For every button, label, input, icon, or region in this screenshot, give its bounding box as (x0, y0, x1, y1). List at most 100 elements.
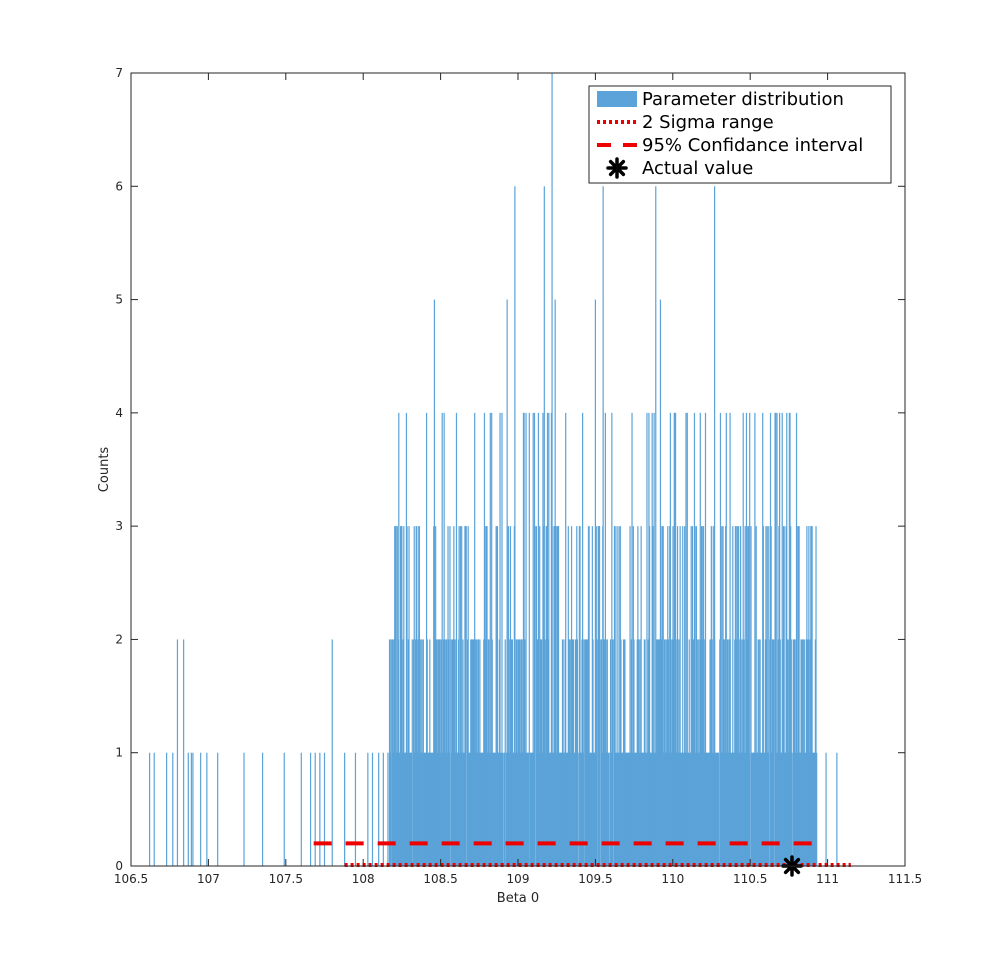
histogram-bar (458, 526, 460, 866)
histogram-bar (736, 639, 738, 866)
histogram-bar (569, 639, 571, 866)
histogram-bar (719, 412, 722, 866)
histogram-bar (722, 526, 724, 866)
y-tick-label: 5 (115, 293, 123, 307)
histogram-bar (612, 639, 614, 866)
histogram-bar (695, 526, 697, 866)
histogram-bar (690, 526, 692, 866)
histogram-bar (190, 752, 192, 866)
histogram-bar (468, 752, 471, 866)
histogram-bar (606, 639, 608, 866)
histogram-bar (472, 639, 474, 866)
histogram-bar (398, 639, 400, 866)
x-tick-label: 108 (352, 872, 375, 886)
histogram-bar (702, 639, 704, 866)
histogram-bar (521, 639, 523, 866)
histogram-bar (323, 752, 326, 866)
histogram-bar (688, 639, 690, 866)
histogram-bar (514, 752, 516, 866)
histogram-bar (421, 639, 423, 866)
histogram-bar (784, 752, 787, 866)
histogram-bar (550, 412, 553, 866)
histogram-bar (726, 752, 728, 866)
histogram-bar (686, 752, 688, 866)
histogram-bar (679, 526, 681, 866)
histogram-bar (422, 639, 424, 866)
histogram-bar (777, 752, 779, 866)
histogram-bar (481, 752, 483, 866)
histogram-bar (732, 526, 734, 866)
histogram-bar (403, 752, 406, 866)
histogram-bar (422, 752, 424, 866)
histogram-bar (692, 639, 694, 866)
histogram-bar (511, 639, 513, 866)
histogram-bar (775, 752, 777, 866)
histogram-bar (774, 412, 776, 866)
histogram-bar (634, 752, 636, 866)
histogram-bar (463, 752, 465, 866)
histogram-bar (493, 752, 495, 866)
histogram-bar (457, 752, 459, 866)
histogram-bar (438, 639, 440, 866)
histogram-bar (466, 639, 469, 866)
histogram-bar (664, 752, 666, 866)
histogram-bar (496, 526, 498, 866)
histogram-bar (598, 526, 600, 866)
histogram-bar (562, 639, 564, 866)
x-tick-label: 107.5 (269, 872, 303, 886)
histogram-bar (613, 526, 616, 866)
histogram-bar (756, 752, 758, 866)
histogram-bar (645, 752, 647, 866)
histogram-bar (706, 752, 708, 866)
histogram-bar (798, 526, 800, 866)
histogram-bar (689, 752, 692, 866)
histogram-bar (172, 752, 174, 866)
histogram-bar (836, 752, 838, 866)
histogram-bar (729, 639, 731, 866)
legend-entry-label: 2 Sigma range (642, 112, 774, 133)
histogram-bar (580, 752, 582, 866)
histogram-bar (621, 752, 623, 866)
histogram-bar (435, 526, 437, 866)
histogram-bar (416, 526, 418, 866)
histogram-bar (724, 752, 726, 866)
histogram-bar (309, 752, 312, 866)
histogram-bar (732, 752, 735, 866)
histogram-bar (524, 752, 526, 866)
histogram-bar (464, 526, 467, 866)
histogram-bar (629, 526, 631, 866)
histogram-bar (616, 526, 618, 866)
histogram-bar (766, 526, 768, 866)
histogram-bar (706, 752, 709, 866)
histogram-bar (405, 752, 407, 866)
histogram-bar (790, 526, 792, 866)
histogram-bar (785, 526, 787, 866)
histogram-bar (654, 752, 657, 866)
histogram-bar (498, 752, 500, 866)
histogram-bar (498, 639, 500, 866)
legend-entry-label: Parameter distribution (642, 89, 844, 110)
histogram-bar (401, 752, 404, 866)
histogram-bar (790, 639, 792, 866)
histogram-bar (515, 639, 517, 866)
histogram-bar (663, 639, 666, 866)
histogram-bar (442, 752, 444, 866)
histogram-bar (506, 526, 508, 866)
histogram-bar (614, 526, 616, 866)
histogram-bar (500, 752, 502, 866)
y-tick-label: 3 (115, 519, 123, 533)
histogram-bar (431, 752, 434, 866)
histogram-bar (754, 752, 757, 866)
histogram-bar (546, 412, 549, 866)
histogram-bar (697, 752, 699, 866)
histogram-bar (461, 752, 463, 866)
histogram-bar (619, 752, 621, 866)
histogram-bar (695, 752, 697, 866)
histogram-bar (399, 526, 402, 866)
histogram-bar (779, 639, 781, 866)
histogram-bar (435, 639, 437, 866)
histogram-bar (673, 412, 675, 866)
histogram-bar (397, 752, 399, 866)
histogram-bar (811, 526, 813, 866)
histogram-bar (646, 412, 648, 866)
